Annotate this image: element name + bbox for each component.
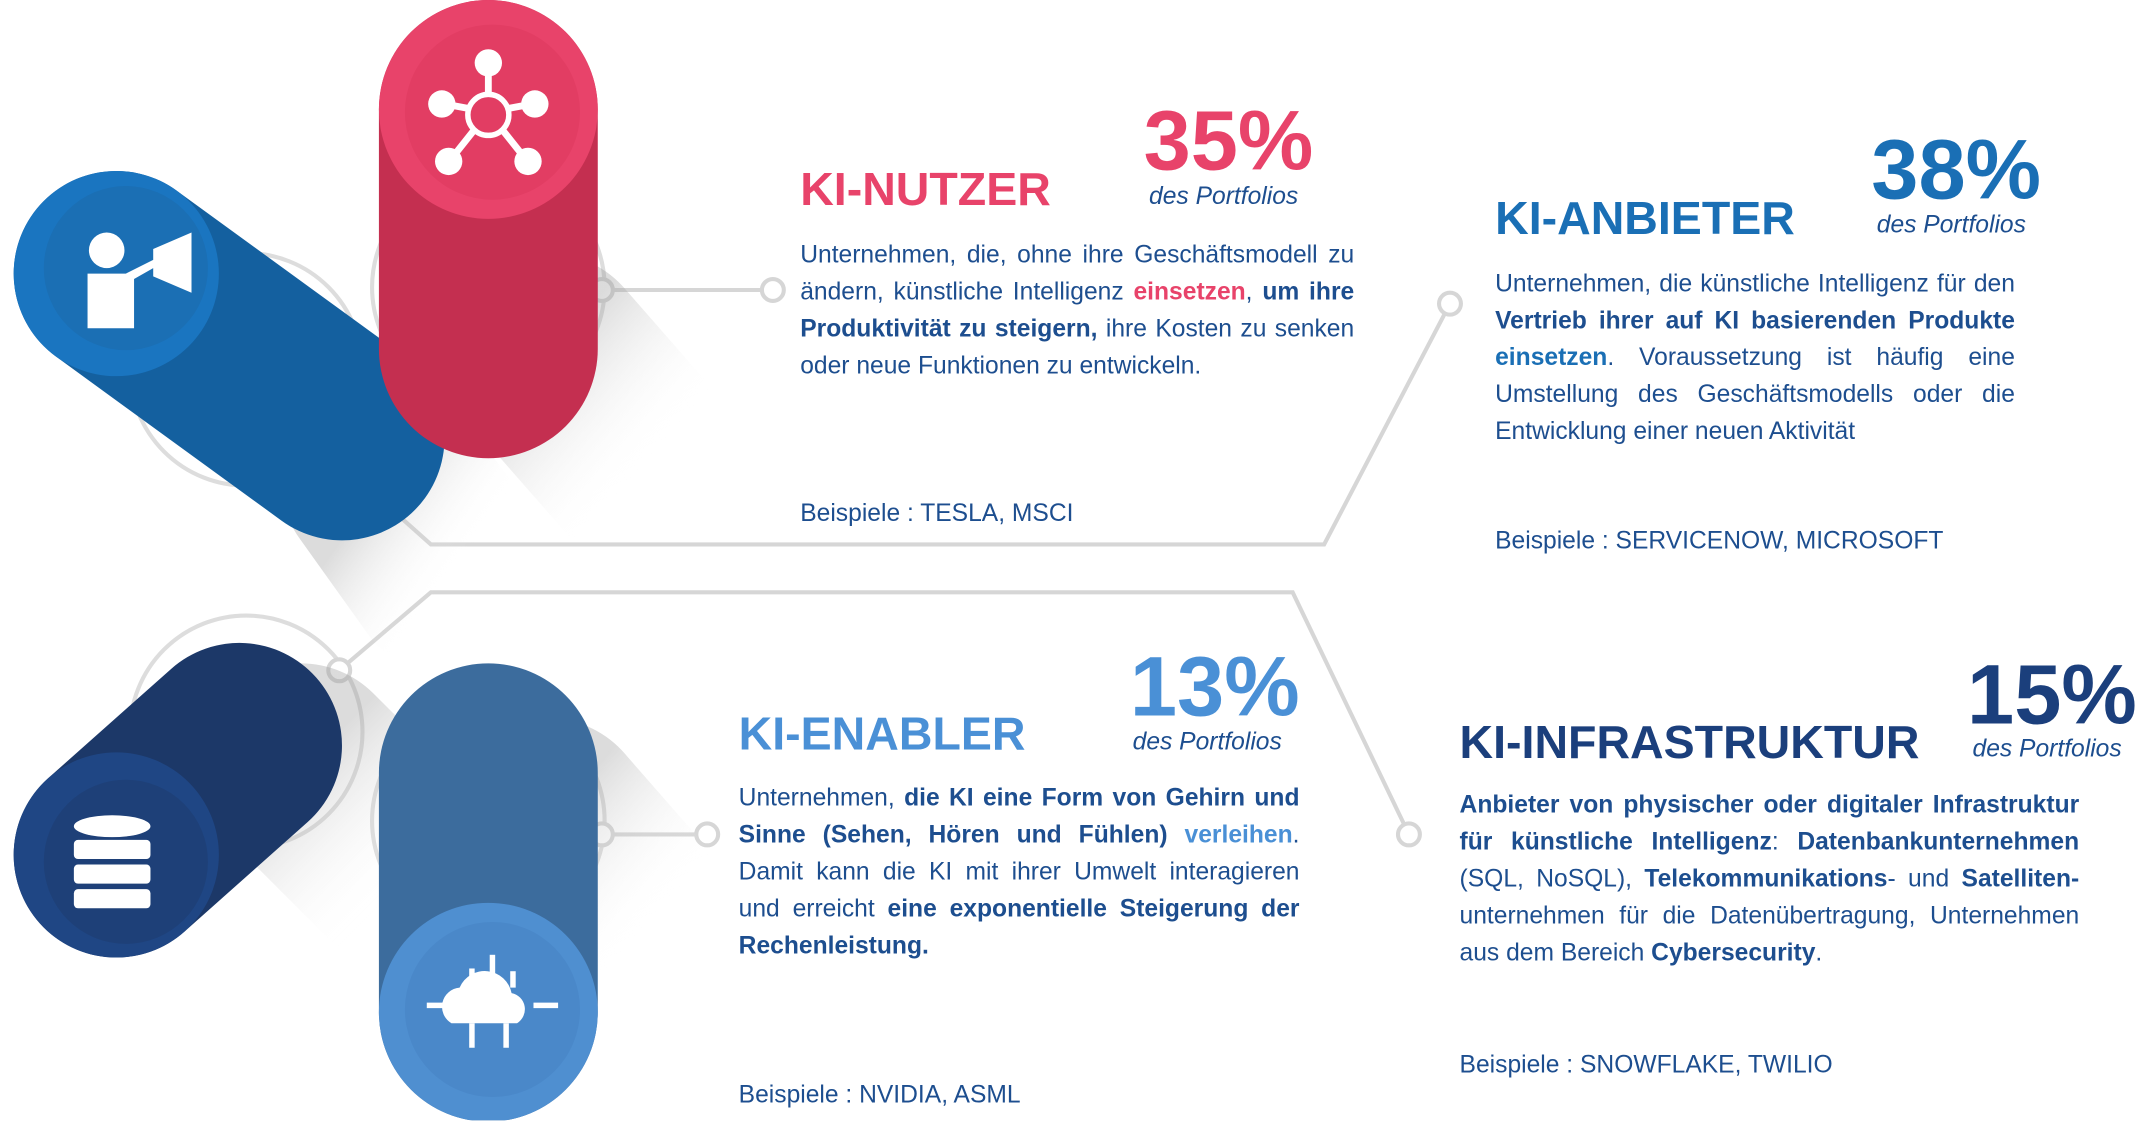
percent-label: des Portfolios [1133,729,1282,754]
text-run: (SQL, NoSQL), [1460,865,1645,892]
percent: 35% [1144,100,1314,185]
text-run: Satelliten- [1962,865,2080,892]
examples: Beispiele : NVIDIA, ASML [739,1081,1021,1108]
text-run: . [1815,938,1822,965]
percent-label: des Portfolios [1973,736,2122,761]
description: Unternehmen, die, ohne ihre Geschäftsmod… [800,237,1354,385]
percent: 13% [1130,646,1300,731]
text-run: : [1772,828,1797,855]
section-title: KI-ENABLER [739,711,1026,758]
text-run: verleihen [1185,821,1293,848]
cylinder-blue [14,171,342,438]
examples: Beispiele : SERVICENOW, MICROSOFT [1495,527,1943,554]
section-title: KI-NUTZER [800,167,1051,214]
text-run: Cybersecurity [1651,938,1815,965]
text-run: Unternehmen, [739,784,904,811]
text-run: einsetzen [1133,278,1245,305]
description: Anbieter von physischer oder digitaler I… [1460,787,2080,972]
section-title: KI-INFRASTRUKTUR [1460,720,1920,767]
cylinder-navy [14,746,240,958]
text-run: Telekommunikations [1644,865,1887,892]
percent: 15% [1967,654,2137,739]
text-run: Datenbankunternehmen [1797,828,2079,855]
percent-label: des Portfolios [1877,212,2026,237]
text-run: einsetzen [1495,343,1607,370]
cylinder-lightblue [379,773,598,1120]
text-run: Vertrieb ihrer auf KI basierenden Produk… [1495,306,2015,333]
description: Unternehmen, die künstliche Intelligenz … [1495,265,2015,450]
percent: 38% [1871,129,2041,214]
cylinder-red [379,0,598,349]
description: Unternehmen, die KI eine Form von Gehirn… [739,780,1300,965]
text-run: , [1246,278,1263,305]
examples: Beispiele : TESLA, MSCI [800,499,1073,526]
percent-label: des Portfolios [1149,183,1298,208]
text-run: Unternehmen, die künstliche Intelligenz … [1495,269,2015,296]
section-title: KI-ANBIETER [1495,196,1795,243]
examples: Beispiele : SNOWFLAKE, TWILIO [1460,1051,1833,1078]
infographic: KI-NUTZER 35% des Portfolios Unternehmen… [0,0,2145,1120]
text-run: - und [1887,865,1961,892]
